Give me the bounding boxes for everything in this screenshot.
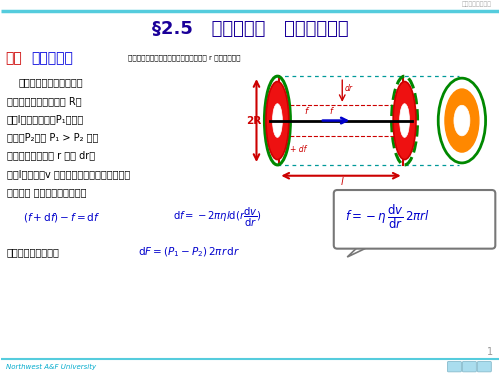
Ellipse shape	[438, 78, 486, 163]
Text: 压强为P₂，且 P₁ > P₂ 。在: 压强为P₂，且 P₁ > P₂ 。在	[6, 132, 98, 142]
Ellipse shape	[272, 104, 282, 137]
FancyBboxPatch shape	[448, 362, 462, 372]
Text: 流层所受 的内摩擦力的合力为: 流层所受 的内摩擦力的合力为	[6, 187, 86, 197]
Ellipse shape	[266, 81, 289, 160]
Text: 流层所受的净压力为: 流层所受的净压力为	[6, 247, 60, 257]
Text: f + df: f + df	[285, 145, 306, 154]
Polygon shape	[347, 245, 372, 257]
Text: Northwest A&F University: Northwest A&F University	[6, 364, 96, 370]
Text: （描述水平管道中牛顿流体的流速随半径 r 的分布规律）: （描述水平管道中牛顿流体的流速随半径 r 的分布规律）	[128, 55, 240, 61]
Text: 长为l，左端压强为P₁，右端: 长为l，左端压强为P₁，右端	[6, 114, 84, 124]
Ellipse shape	[445, 89, 479, 152]
Text: §2.5   泊肓叶定律   斯托克斯定律: §2.5 泊肓叶定律 斯托克斯定律	[152, 20, 348, 38]
Text: 一、: 一、	[6, 51, 22, 65]
Text: 泊肓叶定律: 泊肓叶定律	[32, 51, 74, 65]
Text: 长为l，流速为v 的与管同轴的藁圆筒状流层。: 长为l，流速为v 的与管同轴的藁圆筒状流层。	[6, 169, 130, 179]
Text: $(f + \mathrm{d}f) - f = \mathrm{d}f$: $(f + \mathrm{d}f) - f = \mathrm{d}f$	[23, 211, 101, 224]
Text: $\mathrm{d}f = -2\pi\eta l\mathrm{d}(r\dfrac{\mathrm{d}v}{\mathrm{d}r})$: $\mathrm{d}f = -2\pi\eta l\mathrm{d}(r\d…	[172, 206, 262, 229]
Text: 大学物理电子教室: 大学物理电子教室	[462, 1, 492, 7]
Text: dr: dr	[344, 84, 352, 93]
Text: 管内选取一半径为 r 厚为 dr，: 管内选取一半径为 r 厚为 dr，	[6, 150, 95, 160]
Text: 1: 1	[487, 347, 494, 357]
Text: $\mathrm{d}F = (P_1 - P_2)\,2\pi r\,\mathrm{d}r$: $\mathrm{d}F = (P_1 - P_2)\,2\pi r\,\mat…	[138, 245, 240, 259]
Text: 管的一段，设管半径为 R，: 管的一段，设管半径为 R，	[6, 96, 82, 106]
Text: l: l	[341, 177, 344, 187]
Text: f: f	[305, 107, 308, 116]
FancyBboxPatch shape	[334, 190, 496, 249]
Text: 2R: 2R	[246, 116, 262, 126]
Text: $f = -\eta\,\dfrac{\mathrm{d}v}{\mathrm{d}r}\,2\pi rl$: $f = -\eta\,\dfrac{\mathrm{d}v}{\mathrm{…	[344, 204, 430, 231]
Ellipse shape	[400, 104, 409, 137]
Ellipse shape	[454, 105, 470, 136]
FancyBboxPatch shape	[462, 362, 476, 372]
Text: f: f	[330, 107, 333, 116]
FancyBboxPatch shape	[478, 362, 492, 372]
Text: 右图表示无限长均匀水平: 右图表示无限长均匀水平	[18, 78, 83, 88]
Ellipse shape	[393, 81, 416, 160]
